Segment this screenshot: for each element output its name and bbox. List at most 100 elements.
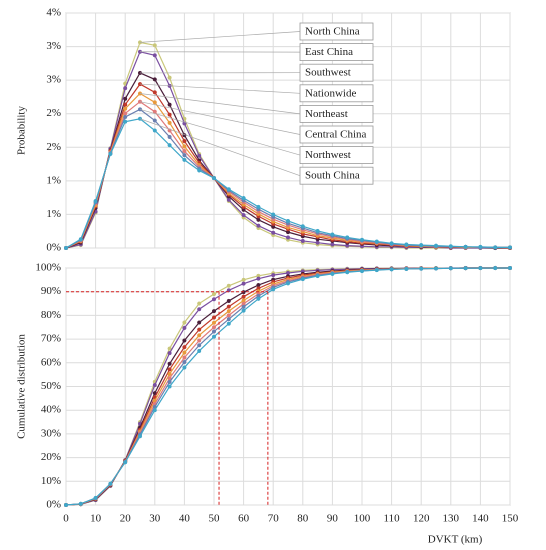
data-point xyxy=(241,281,246,286)
legend-box xyxy=(299,105,374,123)
legend-label: East China xyxy=(305,46,353,58)
legend-box xyxy=(299,166,374,185)
legend-box xyxy=(299,43,374,61)
x-tick-label: 150 xyxy=(502,513,519,525)
x-tick-label: 90 xyxy=(327,513,339,525)
data-point xyxy=(123,460,128,465)
y-tick-label: 3% xyxy=(46,74,61,86)
legend-leader xyxy=(139,31,301,43)
y-tick-label: 10% xyxy=(41,475,61,487)
y-tick-label: 20% xyxy=(41,451,61,463)
x-tick-label: 100 xyxy=(354,513,371,525)
y-tick-label: 30% xyxy=(41,427,61,439)
data-point xyxy=(182,350,187,355)
data-point xyxy=(256,204,261,209)
data-point xyxy=(167,346,172,351)
data-point xyxy=(182,144,187,149)
data-point xyxy=(167,120,172,125)
data-point xyxy=(211,315,217,320)
data-point xyxy=(285,218,291,224)
x-tick-label: 30 xyxy=(149,513,161,525)
data-point xyxy=(419,243,424,248)
legend-box xyxy=(299,146,374,165)
x-tick-label: 120 xyxy=(413,513,430,525)
data-point xyxy=(493,266,498,271)
data-point xyxy=(167,102,172,107)
data-point xyxy=(167,143,172,148)
data-point xyxy=(197,307,202,312)
legend-label: South China xyxy=(305,170,360,182)
data-point xyxy=(63,245,69,251)
data-point xyxy=(78,237,83,242)
data-point xyxy=(211,309,217,314)
y-tick-label: 70% xyxy=(41,333,61,345)
data-point xyxy=(152,118,157,123)
data-point xyxy=(167,112,172,117)
data-point xyxy=(211,297,217,302)
data-point xyxy=(226,298,231,303)
data-point xyxy=(448,244,453,249)
y-tick-label: 1% xyxy=(46,174,61,186)
data-point xyxy=(93,198,98,204)
data-point xyxy=(315,228,320,234)
data-point xyxy=(241,196,246,201)
data-point xyxy=(197,320,202,325)
data-point xyxy=(167,75,172,80)
data-point xyxy=(315,240,320,245)
data-point xyxy=(123,102,128,107)
data-point xyxy=(108,481,113,486)
data-point xyxy=(389,267,394,272)
x-tick-label: 70 xyxy=(268,513,280,525)
data-point xyxy=(197,301,202,306)
data-point xyxy=(123,86,128,91)
data-point xyxy=(78,501,83,506)
data-point xyxy=(211,292,217,297)
data-point xyxy=(330,232,335,237)
data-point xyxy=(315,274,320,279)
legend-label: Central China xyxy=(305,129,367,141)
data-point xyxy=(226,304,231,309)
data-point xyxy=(182,320,187,325)
data-point xyxy=(152,53,157,58)
y-tick-label: 1% xyxy=(46,208,61,220)
data-point xyxy=(241,213,246,218)
data-point xyxy=(167,384,172,389)
data-point xyxy=(271,212,276,217)
data-point xyxy=(123,96,128,101)
data-point xyxy=(152,77,157,82)
data-point xyxy=(182,338,187,343)
data-point xyxy=(197,338,202,343)
data-point xyxy=(226,283,231,288)
data-point xyxy=(404,266,409,271)
data-point xyxy=(197,343,202,348)
y-tick-label: 0% xyxy=(46,499,61,511)
data-point xyxy=(330,271,335,276)
data-point xyxy=(493,245,498,250)
data-point xyxy=(152,90,157,95)
data-point xyxy=(108,151,113,157)
data-point xyxy=(330,242,335,247)
data-point xyxy=(241,277,246,282)
legend-leader xyxy=(139,93,301,115)
x-tick-label: 110 xyxy=(384,513,401,525)
data-point xyxy=(197,333,202,338)
legend-label: Northeast xyxy=(305,108,348,120)
y-tick-label: 50% xyxy=(41,380,61,392)
y-tick-label: 100% xyxy=(35,262,61,274)
data-point xyxy=(182,149,187,154)
data-point xyxy=(256,296,261,301)
data-point xyxy=(182,360,187,365)
data-point xyxy=(226,317,231,322)
data-point xyxy=(285,281,291,286)
y-tick-label: 2% xyxy=(46,141,61,153)
y-tick-label: 4% xyxy=(46,7,61,19)
data-point xyxy=(241,308,246,313)
data-point xyxy=(123,114,128,120)
data-point xyxy=(507,265,513,271)
data-point xyxy=(241,298,246,303)
x-tick-label: 50 xyxy=(209,513,221,525)
data-point xyxy=(211,320,217,325)
data-point xyxy=(419,266,424,271)
data-point xyxy=(300,224,305,229)
data-point xyxy=(256,283,261,288)
